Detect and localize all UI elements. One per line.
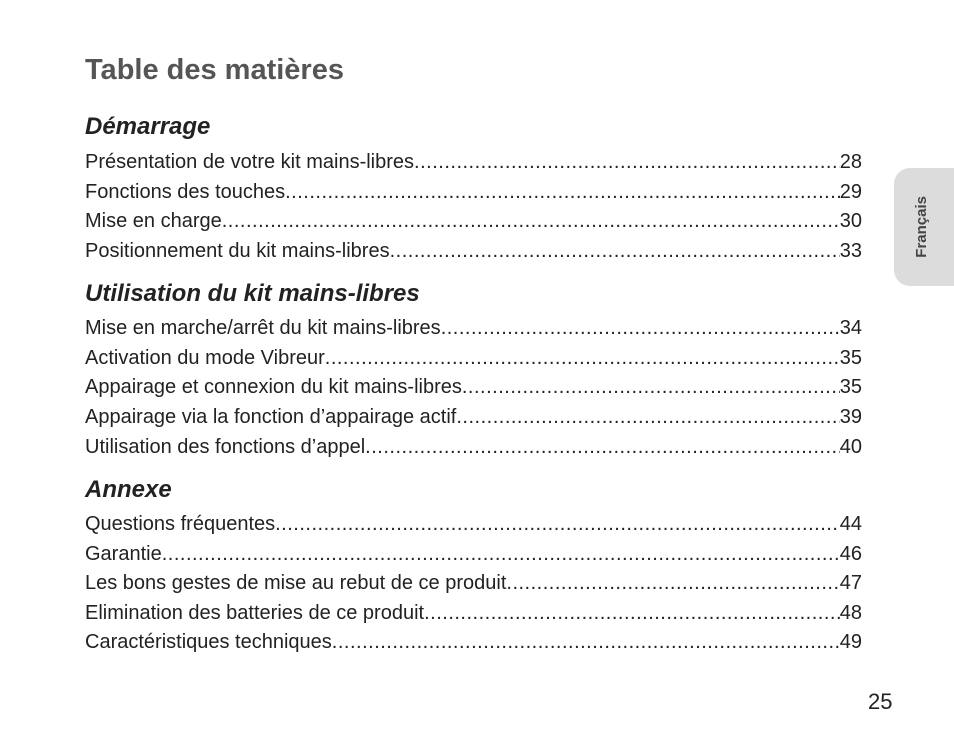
toc-entry[interactable]: Mise en marche/arrêt du kit mains-libres… xyxy=(85,313,862,343)
toc-entry-page: 29 xyxy=(839,181,862,203)
toc-entry[interactable]: Appairage et connexion du kit mains-libr… xyxy=(85,372,862,402)
toc-entry-label: Caractéristiques techniques xyxy=(85,631,332,653)
toc-entry[interactable]: Les bons gestes de mise au rebut de ce p… xyxy=(85,568,862,598)
page-title: Table des matières xyxy=(85,54,344,86)
toc-entry-page: 48 xyxy=(839,602,862,624)
dot-leader xyxy=(222,206,840,236)
toc-entry-label: Les bons gestes de mise au rebut de ce p… xyxy=(85,572,507,594)
toc-entry-label: Présentation de votre kit mains-libres xyxy=(85,151,415,173)
toc-entry[interactable]: Appairage via la fonction d’appairage ac… xyxy=(85,402,862,432)
language-tab: Français xyxy=(894,168,954,286)
toc-entry[interactable]: Présentation de votre kit mains-libres 2… xyxy=(85,147,862,177)
dot-leader xyxy=(414,147,840,177)
section-heading-utilisation: Utilisation du kit mains-libres xyxy=(85,280,420,307)
toc-entry-label: Fonctions des touches xyxy=(85,181,286,203)
toc-entry[interactable]: Positionnement du kit mains-libres 33 xyxy=(85,236,862,266)
language-tab-label: Français xyxy=(912,196,930,258)
toc-entry-label: Mise en marche/arrêt du kit mains-libres xyxy=(85,317,441,339)
toc-entry-page: 47 xyxy=(839,572,862,594)
dot-leader xyxy=(456,402,839,432)
toc-entry[interactable]: Utilisation des fonctions d’appel 40 xyxy=(85,432,862,462)
dot-leader xyxy=(285,177,840,207)
toc-entry-page: 28 xyxy=(839,151,862,173)
toc-entry[interactable]: Garantie 46 xyxy=(85,539,862,569)
toc-entry[interactable]: Fonctions des touches 29 xyxy=(85,177,862,207)
dot-leader xyxy=(441,313,840,343)
dot-leader xyxy=(462,372,840,402)
dot-leader xyxy=(424,598,840,628)
toc-entry-page: 35 xyxy=(839,347,862,369)
toc-entry-page: 34 xyxy=(839,317,862,339)
toc-entry-label: Appairage via la fonction d’appairage ac… xyxy=(85,406,457,428)
dot-leader xyxy=(162,539,840,569)
toc-entry-label: Positionnement du kit mains-libres xyxy=(85,240,390,262)
toc-entry[interactable]: Caractéristiques techniques 49 xyxy=(85,627,862,657)
dot-leader xyxy=(365,432,840,462)
dot-leader xyxy=(506,568,839,598)
toc-entry-label: Questions fréquentes xyxy=(85,513,276,535)
toc-entry[interactable]: Mise en charge 30 xyxy=(85,206,862,236)
dot-leader xyxy=(390,236,840,266)
toc-entry[interactable]: Elimination des batteries de ce produit … xyxy=(85,598,862,628)
page-number: 25 xyxy=(868,689,893,714)
toc-entry-page: 39 xyxy=(839,406,862,428)
toc-entry-page: 46 xyxy=(839,543,862,565)
toc-entry-page: 44 xyxy=(839,513,862,535)
dot-leader xyxy=(325,343,840,373)
toc-entry-page: 30 xyxy=(839,210,862,232)
toc-entry[interactable]: Activation du mode Vibreur 35 xyxy=(85,343,862,373)
toc-entry-page: 33 xyxy=(839,240,862,262)
toc-entry-page: 49 xyxy=(839,631,862,653)
toc-entry[interactable]: Questions fréquentes 44 xyxy=(85,509,862,539)
dot-leader xyxy=(332,627,840,657)
section-heading-annexe: Annexe xyxy=(85,476,172,503)
toc-entry-label: Appairage et connexion du kit mains-libr… xyxy=(85,376,462,398)
toc-entry-label: Mise en charge xyxy=(85,210,222,232)
toc-entry-page: 40 xyxy=(839,436,862,458)
section-heading-demarrage: Démarrage xyxy=(85,113,211,140)
toc-entry-label: Garantie xyxy=(85,543,162,565)
toc-entry-label: Utilisation des fonctions d’appel xyxy=(85,436,366,458)
toc-entry-label: Activation du mode Vibreur xyxy=(85,347,325,369)
toc-entry-page: 35 xyxy=(839,376,862,398)
toc-entry-label: Elimination des batteries de ce produit xyxy=(85,602,425,624)
dot-leader xyxy=(275,509,840,539)
